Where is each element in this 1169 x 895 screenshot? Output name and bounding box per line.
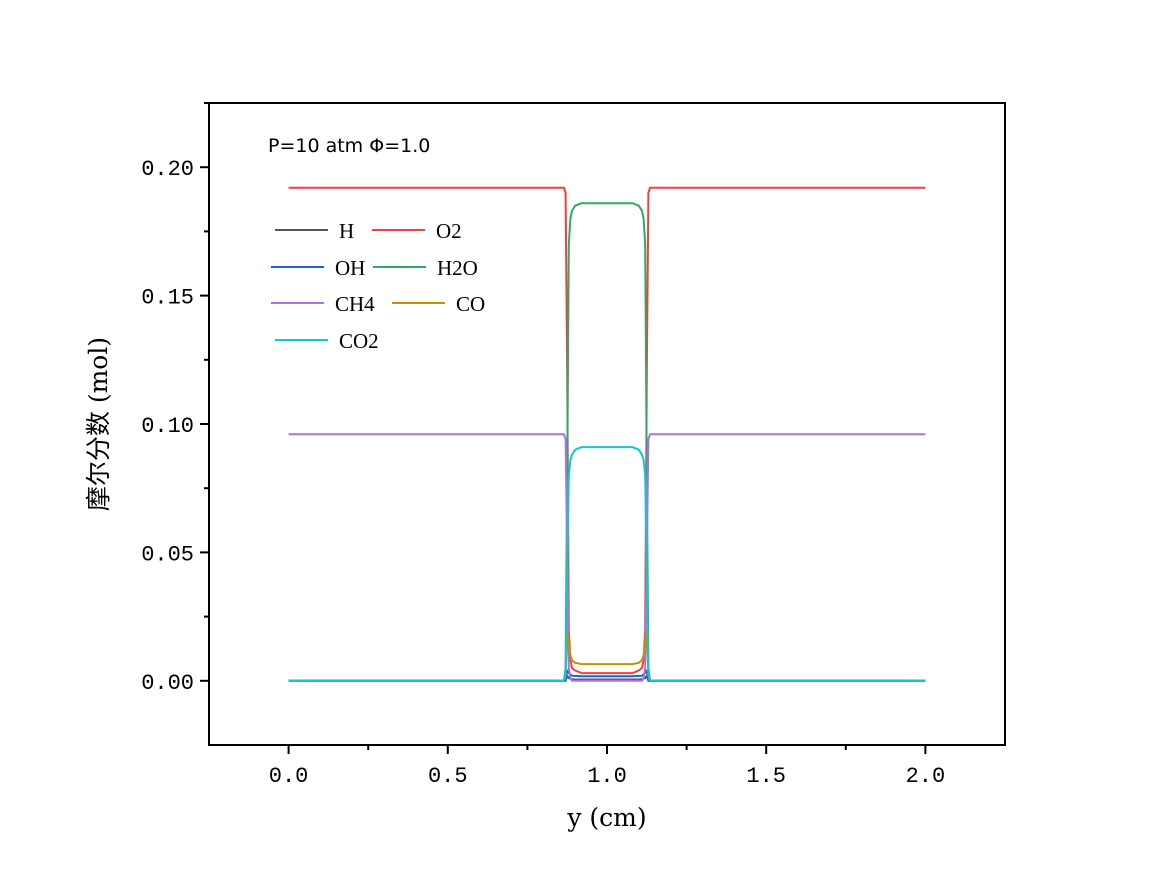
plot-frame <box>208 102 1006 746</box>
x-tick-label: 0.0 <box>269 764 309 789</box>
x-tick-label: 2.0 <box>906 764 946 789</box>
y-tick-label: 0.15 <box>141 286 194 311</box>
x-axis-label: y (cm) <box>566 803 646 832</box>
series-line-co2 <box>288 446 926 682</box>
x-tick-label: 1.5 <box>746 764 786 789</box>
legend-label: O2 <box>436 219 462 243</box>
series-line-ch4 <box>288 433 926 682</box>
y-axis-label: 摩尔分数 (mol) <box>84 337 113 511</box>
legend-label: H2O <box>437 256 478 280</box>
series-line-o2 <box>288 186 926 675</box>
y-tick-label: 0.05 <box>141 542 194 567</box>
legend-label: OH <box>335 256 365 280</box>
x-tick-label: 0.5 <box>428 764 468 789</box>
condition-annotation: P=10 atm Φ=1.0 <box>268 135 430 157</box>
legend-label: CH4 <box>335 292 375 316</box>
y-tick-label: 0.00 <box>141 671 194 696</box>
x-tick-label: 1.0 <box>587 764 627 789</box>
legend-label: CO2 <box>339 329 379 353</box>
series-line-h2o <box>288 202 926 682</box>
y-tick-label: 0.20 <box>141 157 194 182</box>
series-line-oh <box>288 669 926 682</box>
y-tick-label: 0.10 <box>141 414 194 439</box>
legend-label: CO <box>456 292 485 316</box>
legend: H O2 OH H2O CH4 CO CO2 <box>271 219 485 353</box>
series-lines <box>288 186 926 682</box>
legend-label: H <box>339 219 354 243</box>
axis-ticks: 0.0 0.5 1.0 1.5 2.0 0.00 0.05 0.10 0.15 0.20 <box>141 102 946 789</box>
